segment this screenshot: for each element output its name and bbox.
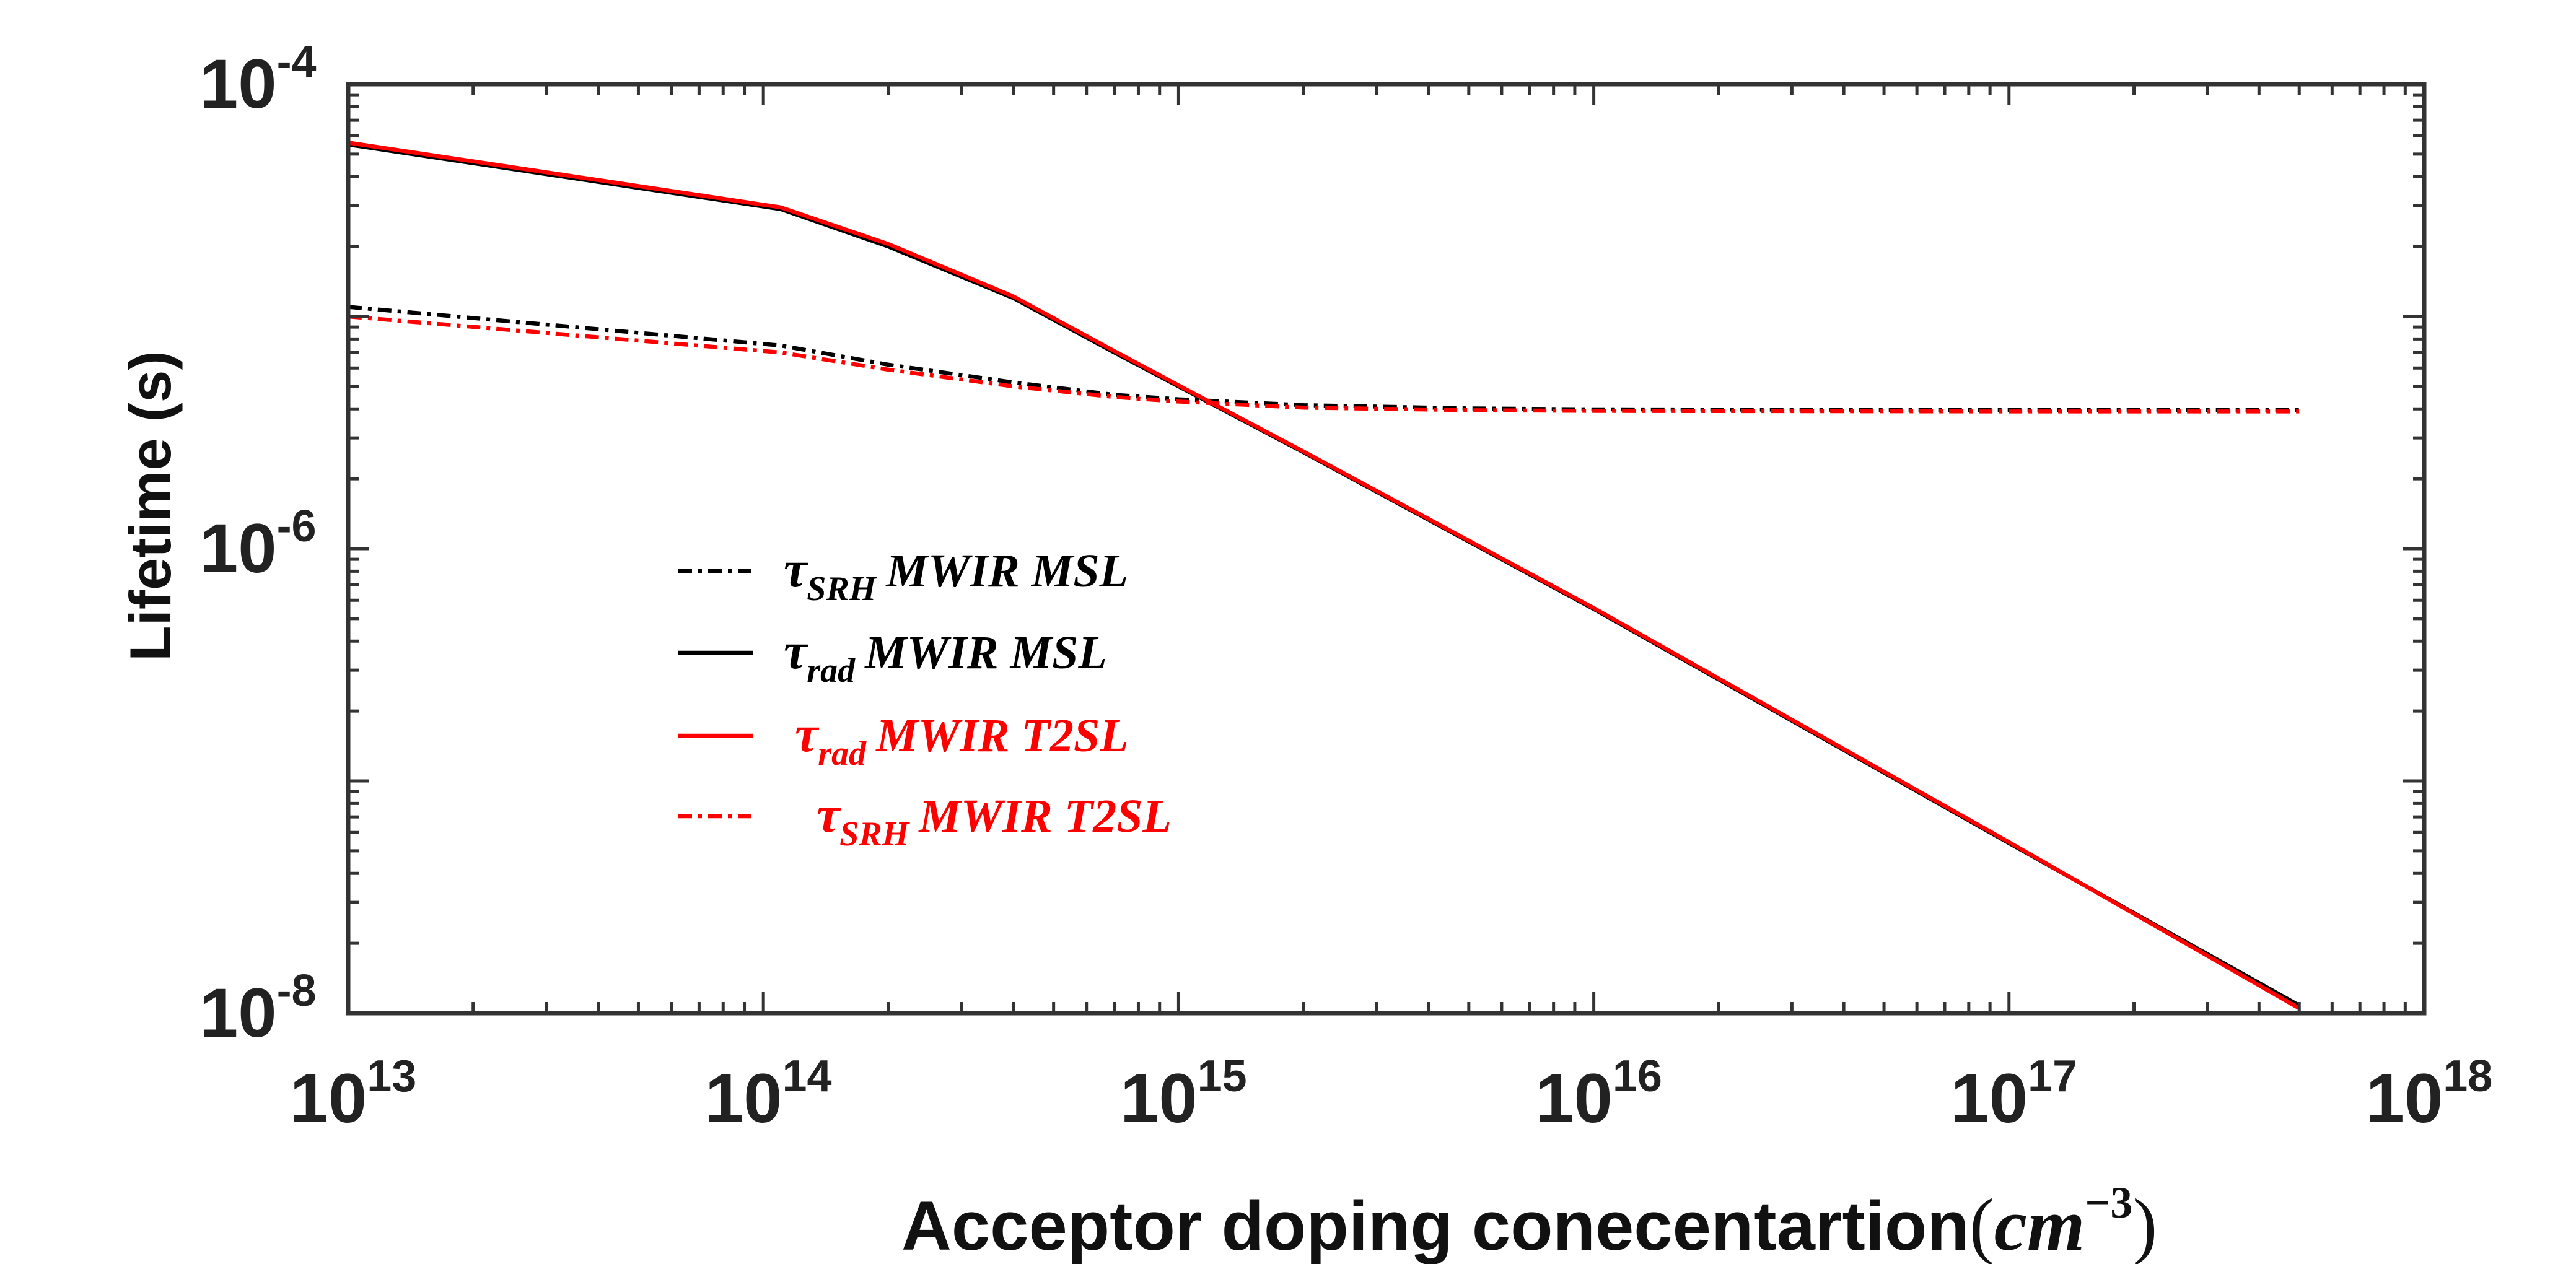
y-tick-label: 10-8	[199, 966, 317, 1052]
x-tick-base: 10	[2366, 1060, 2443, 1137]
legend-subscript: SRH	[807, 570, 877, 608]
y-tick-base: 10	[199, 974, 277, 1052]
x-tick-label: 1014	[705, 1052, 832, 1137]
x-tick-exp: 18	[2443, 1052, 2492, 1101]
y-tick-exp: -8	[277, 966, 317, 1016]
x-axis-title: Acceptor doping conecentartion(cm−3)	[901, 1178, 2157, 1264]
x-tick-label: 1013	[290, 1052, 417, 1137]
legend-subscript: rad	[807, 652, 856, 690]
legend-text: MWIR MSL	[885, 545, 1128, 597]
x-tick-label: 1018	[2366, 1052, 2493, 1137]
legend-text: MWIR T2SL	[918, 790, 1172, 842]
x-axis-unit-exp: −3	[2085, 1178, 2132, 1227]
legend-label: τrad MWIR T2SL	[795, 705, 1129, 773]
y-tick-label: 10-6	[199, 502, 317, 587]
x-axis-unit-paren-open: (	[1969, 1183, 1994, 1264]
x-axis-title-text: Acceptor doping conecentartion	[901, 1187, 1969, 1264]
legend-symbol: τ	[784, 541, 808, 598]
series-layer	[348, 141, 2300, 1010]
x-tick-exp: 16	[1613, 1052, 1662, 1101]
y-tick-exp: -6	[277, 502, 317, 551]
x-tick-base: 10	[705, 1060, 782, 1137]
x-tick-base: 10	[1950, 1060, 2028, 1137]
legend-label: τSRH MWIR MSL	[784, 541, 1128, 608]
x-tick-exp: 13	[367, 1052, 416, 1101]
plot-area	[348, 84, 2424, 1013]
legend-symbol: τ	[784, 622, 808, 680]
legend-symbol: τ	[817, 786, 841, 843]
x-tick-base: 10	[1120, 1060, 1198, 1137]
legend-text: MWIR MSL	[864, 627, 1107, 679]
x-tick-base: 10	[290, 1060, 367, 1137]
y-tick-base: 10	[199, 510, 277, 587]
plot-background	[348, 84, 2424, 1013]
x-tick-label: 1016	[1535, 1052, 1662, 1137]
x-tick-base: 10	[1535, 1060, 1613, 1137]
x-axis-unit-paren-close: )	[2132, 1183, 2157, 1264]
legend-label: τSRH MWIR T2SL	[817, 786, 1172, 853]
series-line-3	[348, 141, 2300, 1010]
x-tick-label: 1017	[1950, 1052, 2077, 1137]
x-tick-exp: 15	[1198, 1052, 1247, 1101]
series-line-4	[348, 314, 2300, 414]
legend-symbol: τ	[795, 705, 820, 763]
x-tick-exp: 14	[782, 1052, 831, 1101]
legend-label: τrad MWIR MSL	[784, 622, 1107, 690]
x-axis-unit-base: cm	[1994, 1183, 2085, 1264]
y-tick-base: 10	[199, 45, 277, 123]
x-tick-label: 1015	[1120, 1052, 1247, 1137]
y-tick-exp: -4	[277, 37, 317, 87]
legend-subscript: SRH	[839, 815, 909, 853]
legend-subscript: rad	[818, 734, 867, 773]
y-axis-title: Lifetime (s)	[118, 351, 183, 661]
legend-text: MWIR T2SL	[875, 710, 1129, 762]
x-tick-exp: 17	[2028, 1052, 2077, 1101]
y-tick-label: 10-4	[199, 37, 317, 123]
axes-frame	[346, 82, 2427, 1016]
